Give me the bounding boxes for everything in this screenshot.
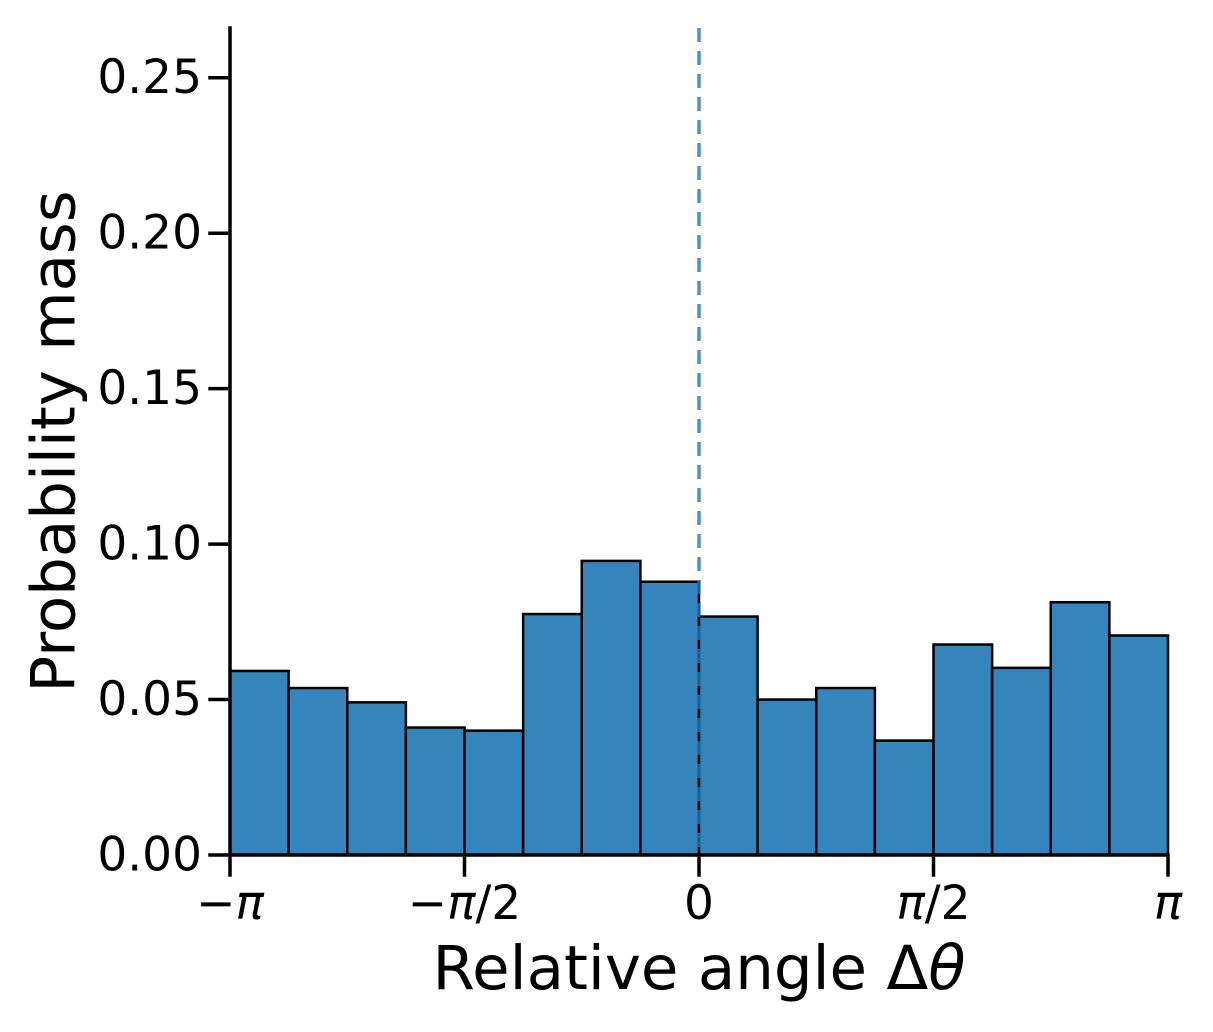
histogram-bar (873, 739, 935, 857)
tick-labels: 0.00 0.05 0.10 0.15 0.20 0.25 −π −π/2 0 π/2 π (97, 50, 1183, 931)
histogram-bar (639, 580, 701, 857)
x-tick-label: 0 (684, 876, 714, 931)
histogram-bar (228, 669, 290, 857)
histogram-bar (287, 686, 349, 857)
histogram-bar (346, 701, 408, 857)
y-tick-label: 0.00 (97, 828, 202, 883)
y-tick-label: 0.20 (97, 206, 202, 261)
x-axis-label: Relative angle Δθ (432, 933, 965, 1004)
y-axis-label: Probability mass (19, 190, 90, 692)
histogram-bar (1049, 600, 1111, 857)
axes-spines (228, 26, 1170, 857)
histogram-bar (580, 559, 642, 857)
histogram-bar (815, 686, 877, 857)
histogram-bar (990, 666, 1053, 857)
histogram-bar (756, 698, 818, 857)
histogram-bar (463, 729, 525, 857)
histogram-bar (932, 643, 994, 857)
axis-labels: Relative angle Δθ Probability mass (19, 190, 966, 1004)
histogram-bar (1108, 634, 1170, 857)
y-tick-label: 0.15 (97, 361, 202, 416)
y-tick-label: 0.05 (97, 672, 202, 727)
histogram-bar (521, 612, 584, 857)
histogram-bar (404, 726, 466, 857)
bars-group (228, 559, 1170, 857)
tick-marks (208, 75, 1170, 877)
x-tick-label: π/2 (896, 876, 970, 931)
y-tick-label: 0.10 (97, 517, 202, 572)
x-tick-label: −π (196, 876, 264, 931)
y-tick-label: 0.25 (97, 50, 202, 105)
x-tick-label: π (1154, 876, 1183, 931)
x-tick-label: −π/2 (408, 876, 521, 931)
histogram-bar (697, 615, 759, 857)
